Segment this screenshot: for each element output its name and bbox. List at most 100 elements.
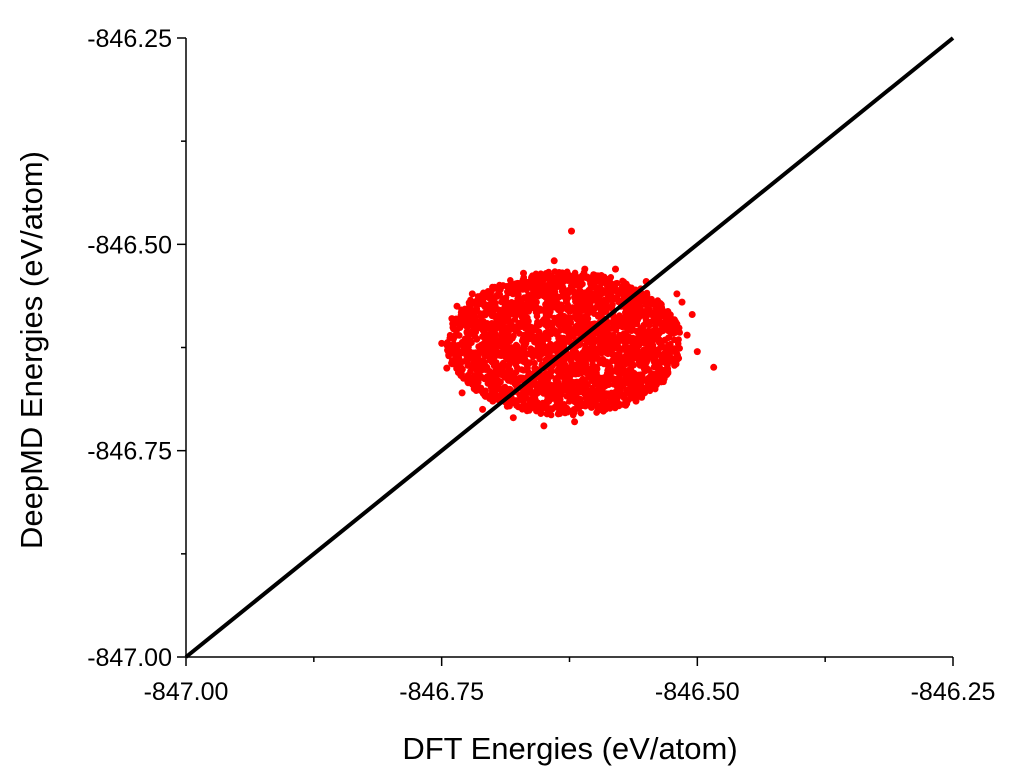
data-point xyxy=(683,331,691,339)
data-point xyxy=(628,359,635,366)
data-point xyxy=(502,370,509,377)
data-point xyxy=(616,392,624,399)
data-point xyxy=(561,290,569,298)
data-point xyxy=(523,281,530,289)
data-point xyxy=(552,392,560,400)
data-point xyxy=(536,355,543,363)
data-point xyxy=(555,293,563,301)
data-point xyxy=(560,312,568,320)
data-point xyxy=(516,357,523,365)
data-point xyxy=(629,334,637,342)
data-point-cluster xyxy=(443,268,683,419)
data-point xyxy=(483,392,491,399)
data-point xyxy=(592,336,599,344)
data-point xyxy=(528,329,535,337)
data-point xyxy=(508,375,515,383)
data-point xyxy=(549,295,556,303)
data-point xyxy=(529,400,536,408)
data-point xyxy=(516,403,523,411)
data-point xyxy=(498,313,506,321)
data-point xyxy=(480,291,488,298)
data-point xyxy=(486,321,493,329)
data-point xyxy=(503,340,511,348)
data-point xyxy=(550,257,558,265)
x-axis-title: DFT Energies (eV/atom) xyxy=(402,731,737,766)
data-point xyxy=(612,324,620,332)
data-point xyxy=(530,273,538,281)
data-point xyxy=(540,400,547,408)
data-point xyxy=(486,332,493,340)
data-point xyxy=(632,392,640,399)
data-point xyxy=(557,308,564,315)
data-point xyxy=(657,344,664,351)
data-point xyxy=(508,280,515,287)
data-point xyxy=(577,298,585,305)
data-point xyxy=(544,328,552,335)
data-point xyxy=(506,352,513,359)
data-point xyxy=(551,304,559,311)
data-point xyxy=(673,356,681,364)
data-point xyxy=(587,298,595,305)
data-point xyxy=(582,355,589,363)
data-point xyxy=(614,378,622,386)
data-point xyxy=(564,277,572,285)
data-point xyxy=(640,346,647,354)
data-point xyxy=(619,285,626,293)
data-point xyxy=(537,270,545,278)
data-point xyxy=(571,361,579,369)
data-point xyxy=(626,371,633,378)
data-point xyxy=(507,318,515,325)
data-point xyxy=(596,303,603,310)
data-point xyxy=(625,323,632,331)
data-point xyxy=(516,280,524,287)
data-point xyxy=(506,361,513,368)
data-point xyxy=(564,387,572,395)
data-point xyxy=(545,383,553,391)
data-point xyxy=(507,367,514,374)
data-point xyxy=(577,409,585,417)
data-point xyxy=(547,285,554,293)
data-point xyxy=(546,368,554,376)
data-point xyxy=(533,326,540,334)
data-point xyxy=(453,302,461,310)
data-point xyxy=(651,336,659,343)
data-point xyxy=(543,299,550,307)
data-point xyxy=(499,385,506,393)
data-point xyxy=(490,296,498,303)
data-point xyxy=(671,345,678,352)
data-point xyxy=(547,411,555,419)
x-tick-label: -847.00 xyxy=(144,678,229,706)
data-point xyxy=(540,285,548,293)
data-point xyxy=(524,322,532,329)
data-point xyxy=(531,364,538,372)
data-point xyxy=(547,340,554,348)
data-point xyxy=(608,357,616,365)
data-point xyxy=(503,313,511,321)
data-point xyxy=(606,296,613,303)
data-point xyxy=(493,314,501,322)
data-point xyxy=(480,333,487,341)
data-point xyxy=(473,375,480,382)
data-point xyxy=(582,361,590,368)
data-point xyxy=(443,364,451,372)
data-point xyxy=(547,321,554,329)
data-point xyxy=(533,286,540,294)
data-point xyxy=(569,350,577,358)
data-point xyxy=(513,311,520,319)
data-point xyxy=(556,371,563,378)
data-point xyxy=(508,344,515,351)
data-point xyxy=(623,344,630,352)
data-point xyxy=(531,347,539,354)
data-point xyxy=(446,331,454,339)
data-point xyxy=(534,308,541,315)
data-point xyxy=(645,299,653,307)
data-point xyxy=(473,335,481,343)
data-point xyxy=(622,309,629,316)
data-point xyxy=(490,309,497,317)
data-point xyxy=(632,312,640,319)
data-point xyxy=(523,362,531,369)
data-point xyxy=(466,353,473,361)
data-point xyxy=(647,374,655,382)
data-point xyxy=(654,364,661,372)
data-point xyxy=(593,363,600,371)
